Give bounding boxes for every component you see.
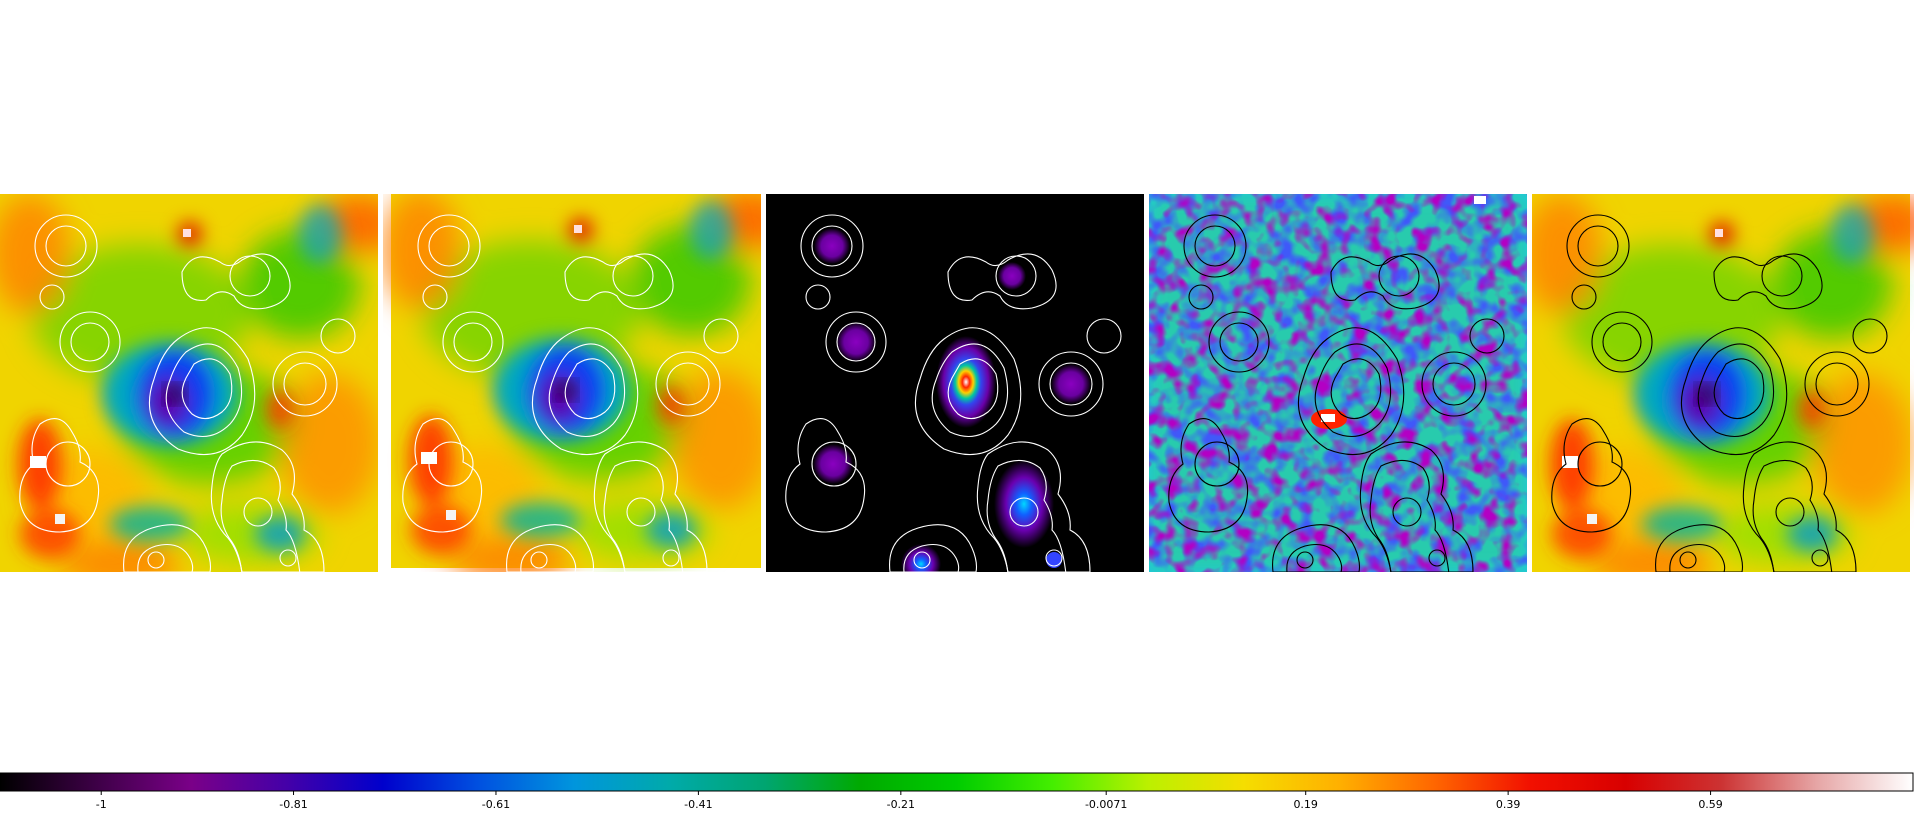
panel-5 bbox=[1522, 194, 1914, 572]
colorbar-tick-label: -0.61 bbox=[482, 798, 510, 811]
colorbar-tick-label: 0.59 bbox=[1698, 798, 1723, 811]
colorbar-tick-label: -0.0071 bbox=[1085, 798, 1127, 811]
colorbar-tick-label: 0.39 bbox=[1496, 798, 1521, 811]
colorbar-tick-label: -0.21 bbox=[887, 798, 915, 811]
panel-2 bbox=[381, 190, 791, 572]
colorbar-tick-label: -1 bbox=[96, 798, 107, 811]
colorbar-ticks: -1 -0.81 -0.61 -0.41 -0.21 -0.0071 0.19 0.39 0.5… bbox=[96, 791, 1723, 811]
panel-3 bbox=[766, 194, 1144, 572]
colorbar-tick-label: 0.19 bbox=[1293, 798, 1318, 811]
colorbar-tick-label: -0.41 bbox=[684, 798, 712, 811]
colorbar: -1 -0.81 -0.61 -0.41 -0.21 -0.0071 0.19 0.39 0.5… bbox=[0, 772, 1914, 811]
colorbar-tick-label: -0.81 bbox=[279, 798, 307, 811]
panel-4 bbox=[1149, 194, 1527, 572]
panel-1 bbox=[0, 194, 400, 572]
